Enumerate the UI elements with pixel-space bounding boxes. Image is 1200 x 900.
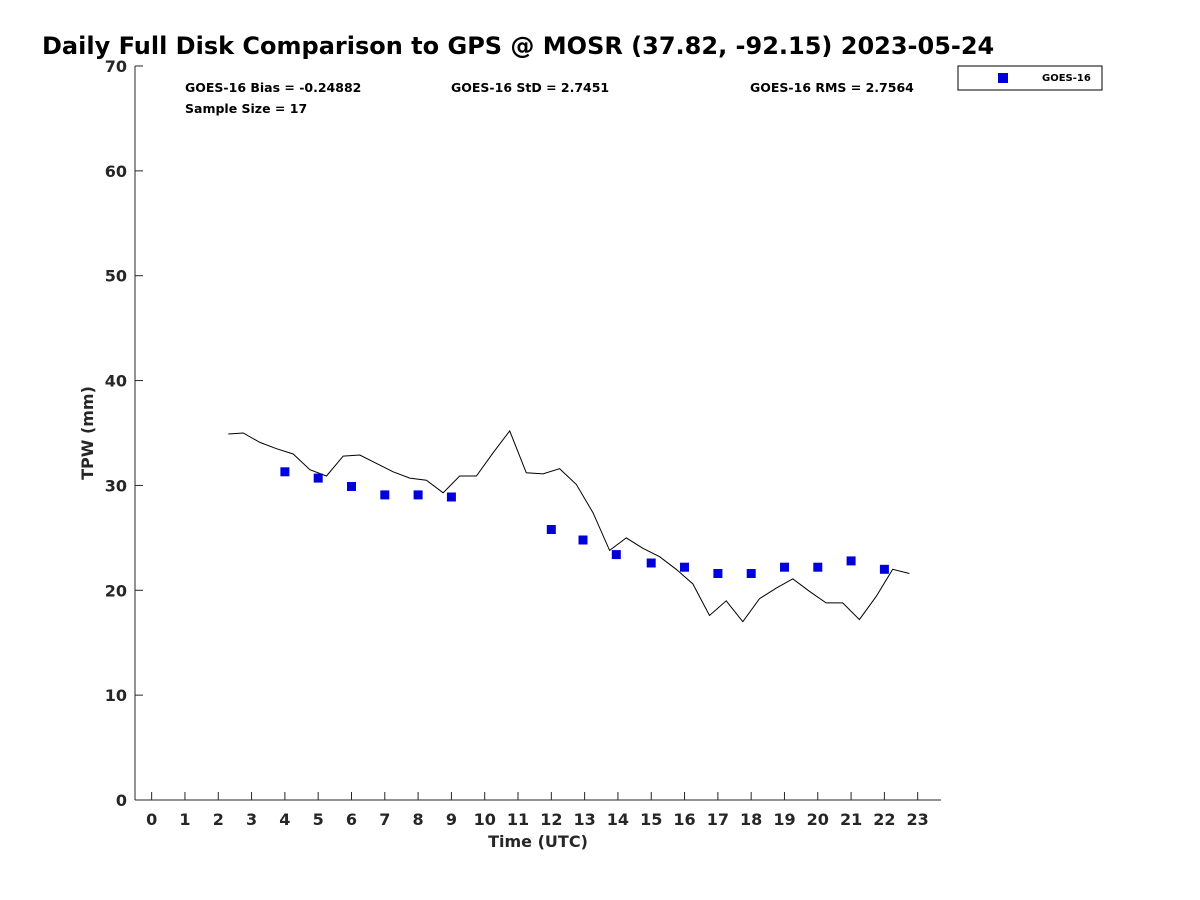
- goes16-data-point: [746, 569, 756, 578]
- x-tick-label: 18: [740, 810, 762, 829]
- y-tick-label: 60: [105, 162, 127, 181]
- x-tick-label: 7: [379, 810, 390, 829]
- x-axis-label: Time (UTC): [488, 832, 588, 851]
- x-tick-label: 2: [213, 810, 224, 829]
- std-stat: GOES-16 StD = 2.7451: [451, 80, 609, 95]
- goes16-data-point: [646, 558, 656, 568]
- x-tick-label: 23: [907, 810, 929, 829]
- legend-box: [957, 65, 1103, 91]
- goes16-points: [280, 467, 889, 578]
- x-tick-label: 5: [313, 810, 324, 829]
- x-tick-label: 20: [807, 810, 829, 829]
- x-tick-label: 4: [279, 810, 290, 829]
- legend: GOES-16: [957, 65, 1103, 91]
- x-axis-ticks: 0 1 2 3 4 5 6 7 8 9 10 11 12 13 14 15 16 17 18 19 20 21 22 23: [146, 792, 929, 829]
- goes16-data-point: [380, 490, 390, 500]
- x-tick-label: 1: [179, 810, 190, 829]
- bias-stat: GOES-16 Bias = -0.24882: [185, 80, 361, 95]
- goes16-data-point: [546, 525, 556, 534]
- y-tick-label: 70: [105, 57, 127, 76]
- legend-marker-square: [998, 73, 1008, 83]
- goes16-data-point: [780, 562, 789, 572]
- axes: [134, 66, 941, 801]
- x-tick-label: 14: [607, 810, 629, 829]
- x-tick-label: 6: [346, 810, 357, 829]
- y-axis-ticks: 0 10 20 30 40 50 60 70: [105, 57, 143, 810]
- y-tick-label: 10: [105, 686, 127, 705]
- x-tick-label: 12: [540, 810, 562, 829]
- x-tick-label: 15: [640, 810, 662, 829]
- gps-tpw-line: [228, 429, 910, 623]
- goes16-data-point: [846, 556, 856, 566]
- x-tick-label: 9: [446, 810, 457, 829]
- x-tick-label: 0: [146, 810, 157, 829]
- legend-label: GOES-16: [1042, 73, 1091, 84]
- goes16-data-point: [347, 482, 356, 491]
- y-tick-label: 50: [105, 267, 127, 286]
- goes16-data-point: [313, 473, 323, 483]
- x-tick-label: 3: [246, 810, 257, 829]
- goes16-data-point: [578, 535, 588, 545]
- y-axis-label: TPW (mm): [78, 386, 97, 480]
- goes16-data-point: [611, 550, 621, 560]
- goes16-data-point: [446, 492, 456, 502]
- x-tick-label: 10: [474, 810, 496, 829]
- x-tick-label: 16: [673, 810, 695, 829]
- x-tick-label: 13: [573, 810, 595, 829]
- x-tick-label: 19: [773, 810, 795, 829]
- x-tick-label: 17: [707, 810, 729, 829]
- x-tick-label: 8: [413, 810, 424, 829]
- rms-stat: GOES-16 RMS = 2.7564: [750, 80, 914, 95]
- y-tick-label: 0: [116, 791, 127, 810]
- x-tick-label: 21: [840, 810, 862, 829]
- goes16-data-point: [879, 564, 889, 574]
- goes16-data-point: [280, 467, 290, 477]
- x-tick-label: 22: [873, 810, 895, 829]
- y-tick-label: 20: [105, 581, 127, 600]
- goes16-data-point: [413, 490, 423, 500]
- chart-title: Daily Full Disk Comparison to GPS @ MOSR…: [42, 32, 994, 60]
- y-tick-label: 30: [105, 476, 127, 495]
- y-tick-label: 40: [105, 372, 127, 391]
- goes16-data-point: [680, 562, 689, 572]
- goes16-data-point: [813, 562, 823, 572]
- x-tick-label: 11: [507, 810, 529, 829]
- sample-size-stat: Sample Size = 17: [185, 101, 307, 116]
- gps-tpw-series-line: [228, 429, 910, 623]
- goes16-data-point: [713, 569, 723, 578]
